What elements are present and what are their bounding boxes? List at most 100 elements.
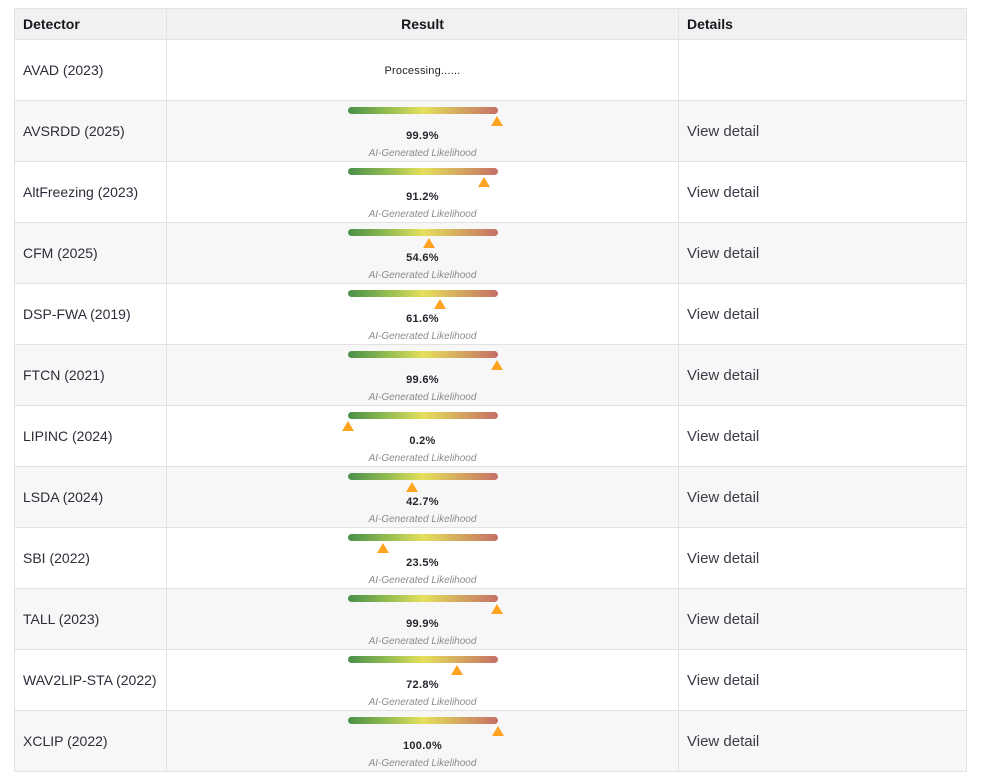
view-detail-link[interactable]: View detail <box>687 610 760 628</box>
likelihood-result: 91.2% AI-Generated Likelihood <box>167 165 678 220</box>
result-cell: 42.7% AI-Generated Likelihood <box>166 466 679 528</box>
header-result: Result <box>166 8 679 40</box>
marker-triangle-icon <box>341 420 354 431</box>
view-detail-link[interactable]: View detail <box>687 244 760 262</box>
likelihood-gradient-bar <box>347 289 498 297</box>
processing-status: Processing...... <box>384 65 461 77</box>
marker-triangle-icon <box>450 664 463 675</box>
marker-triangle-icon <box>478 176 491 187</box>
detector-name: SBI (2022) <box>14 527 167 589</box>
likelihood-gradient-bar <box>347 472 498 480</box>
likelihood-bar-area <box>347 350 503 370</box>
result-cell: 99.6% AI-Generated Likelihood <box>166 344 679 406</box>
result-cell: 99.9% AI-Generated Likelihood <box>166 100 679 162</box>
view-detail-link[interactable]: View detail <box>687 122 760 140</box>
likelihood-result: 99.9% AI-Generated Likelihood <box>167 592 678 647</box>
result-cell: 72.8% AI-Generated Likelihood <box>166 649 679 711</box>
result-cell: 0.2% AI-Generated Likelihood <box>166 405 679 467</box>
likelihood-value: 54.6% <box>406 251 439 264</box>
details-cell: View detail <box>678 527 967 589</box>
details-cell: View detail <box>678 649 967 711</box>
likelihood-caption: AI-Generated Likelihood <box>368 696 477 708</box>
likelihood-bar-area <box>347 228 498 248</box>
likelihood-result: 100.0% AI-Generated Likelihood <box>167 714 678 769</box>
details-cell: View detail <box>678 710 967 772</box>
detector-name: DSP-FWA (2019) <box>14 283 167 345</box>
view-detail-link[interactable]: View detail <box>687 305 760 323</box>
likelihood-result: 42.7% AI-Generated Likelihood <box>167 470 678 525</box>
result-cell: 54.6% AI-Generated Likelihood <box>166 222 679 284</box>
likelihood-caption: AI-Generated Likelihood <box>368 391 477 403</box>
details-cell: View detail <box>678 344 967 406</box>
marker-triangle-icon <box>433 298 446 309</box>
likelihood-result: 23.5% AI-Generated Likelihood <box>167 531 678 586</box>
likelihood-caption: AI-Generated Likelihood <box>368 574 477 586</box>
view-detail-link[interactable]: View detail <box>687 549 760 567</box>
detector-name: LSDA (2024) <box>14 466 167 528</box>
details-cell: View detail <box>678 405 967 467</box>
likelihood-value: 99.9% <box>406 617 439 630</box>
likelihood-bar-area <box>347 716 504 736</box>
table-header: Detector Result Details <box>14 8 967 40</box>
likelihood-caption: AI-Generated Likelihood <box>368 208 477 220</box>
detector-name: WAV2LIP-STA (2022) <box>14 649 167 711</box>
table-row: CFM (2025) 54.6% AI-Generated Likelihood… <box>14 222 967 284</box>
marker-triangle-icon <box>376 542 389 553</box>
view-detail-link[interactable]: View detail <box>687 732 760 750</box>
view-detail-link[interactable]: View detail <box>687 488 760 506</box>
table-row: LIPINC (2024) 0.2% AI-Generated Likeliho… <box>14 405 967 467</box>
likelihood-result: 0.2% AI-Generated Likelihood <box>167 409 678 464</box>
likelihood-value: 99.9% <box>406 129 439 142</box>
result-cell: 91.2% AI-Generated Likelihood <box>166 161 679 223</box>
detector-name: AVSRDD (2025) <box>14 100 167 162</box>
likelihood-result: 72.8% AI-Generated Likelihood <box>167 653 678 708</box>
likelihood-caption: AI-Generated Likelihood <box>368 269 477 281</box>
likelihood-bar-area <box>347 472 498 492</box>
table-row: AVAD (2023) Processing...... AI-Generate… <box>14 39 967 101</box>
details-cell: View detail <box>678 222 967 284</box>
marker-triangle-icon <box>423 237 436 248</box>
likelihood-value: 23.5% <box>406 556 439 569</box>
likelihood-caption: AI-Generated Likelihood <box>368 452 477 464</box>
table-row: SBI (2022) 23.5% AI-Generated Likelihood… <box>14 527 967 589</box>
table-row: FTCN (2021) 99.6% AI-Generated Likelihoo… <box>14 344 967 406</box>
table-row: TALL (2023) 99.9% AI-Generated Likelihoo… <box>14 588 967 650</box>
table-row: XCLIP (2022) 100.0% AI-Generated Likelih… <box>14 710 967 772</box>
likelihood-caption: AI-Generated Likelihood <box>368 513 477 525</box>
marker-triangle-icon <box>491 725 504 736</box>
likelihood-value: 61.6% <box>406 312 439 325</box>
table-row: AltFreezing (2023) 91.2% AI-Generated Li… <box>14 161 967 223</box>
result-cell: 23.5% AI-Generated Likelihood <box>166 527 679 589</box>
likelihood-value: 72.8% <box>406 678 439 691</box>
marker-triangle-icon <box>491 115 504 126</box>
result-cell: 100.0% AI-Generated Likelihood <box>166 710 679 772</box>
likelihood-result: 99.6% AI-Generated Likelihood <box>167 348 678 403</box>
view-detail-link[interactable]: View detail <box>687 671 760 689</box>
view-detail-link[interactable]: View detail <box>687 366 760 384</box>
details-cell: View detail <box>678 100 967 162</box>
view-detail-link[interactable]: View detail <box>687 427 760 445</box>
likelihood-value: 42.7% <box>406 495 439 508</box>
likelihood-caption: AI-Generated Likelihood <box>368 147 477 159</box>
detector-name: AVAD (2023) <box>14 39 167 101</box>
likelihood-gradient-bar <box>347 350 498 358</box>
header-details: Details <box>678 8 967 40</box>
likelihood-gradient-bar <box>347 411 498 419</box>
result-cell: 61.6% AI-Generated Likelihood <box>166 283 679 345</box>
result-cell: 99.9% AI-Generated Likelihood <box>166 588 679 650</box>
results-table: Detector Result Details AVAD (2023) Proc… <box>14 8 967 772</box>
likelihood-caption: AI-Generated Likelihood <box>368 330 477 342</box>
detector-name: XCLIP (2022) <box>14 710 167 772</box>
marker-triangle-icon <box>491 603 504 614</box>
likelihood-gradient-bar <box>347 655 498 663</box>
likelihood-caption: AI-Generated Likelihood <box>368 635 477 647</box>
detector-name: AltFreezing (2023) <box>14 161 167 223</box>
likelihood-bar-area <box>341 411 498 431</box>
table-row: DSP-FWA (2019) 61.6% AI-Generated Likeli… <box>14 283 967 345</box>
details-cell: View detail <box>678 466 967 528</box>
likelihood-value: 91.2% <box>406 190 439 203</box>
detector-name: TALL (2023) <box>14 588 167 650</box>
view-detail-link[interactable]: View detail <box>687 183 760 201</box>
table-row: AVSRDD (2025) 99.9% AI-Generated Likelih… <box>14 100 967 162</box>
likelihood-result: 61.6% AI-Generated Likelihood <box>167 287 678 342</box>
